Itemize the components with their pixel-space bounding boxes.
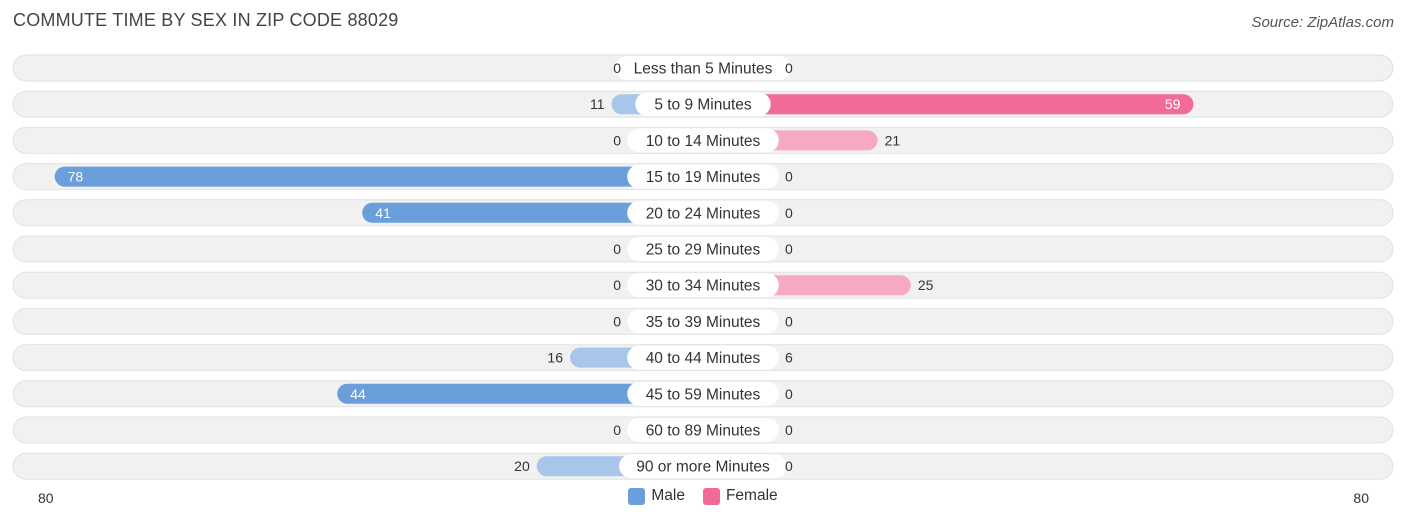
axis-label-right: 80 <box>1353 490 1369 506</box>
category-pill <box>627 381 779 406</box>
female-value-label: 0 <box>785 313 793 329</box>
male-value-label: 0 <box>613 132 621 148</box>
female-value-label: 25 <box>918 277 934 293</box>
female-value-label: 0 <box>785 169 793 185</box>
female-value-label: 6 <box>785 350 793 366</box>
category-label: 25 to 29 Minutes <box>646 242 761 259</box>
category-label: 60 to 89 Minutes <box>646 423 761 440</box>
chart-title: COMMUTE TIME BY SEX IN ZIP CODE 88029 <box>13 10 399 30</box>
category-pill <box>627 345 779 370</box>
female-value-label: 0 <box>785 205 793 221</box>
legend-label-female: Female <box>725 487 778 504</box>
male-value-label: 44 <box>350 386 366 402</box>
male-value-label: 16 <box>547 350 563 366</box>
category-label: 30 to 34 Minutes <box>646 278 761 295</box>
legend-item-female[interactable]: Female <box>702 487 778 505</box>
category-pill <box>635 92 771 117</box>
category-pill <box>627 164 779 189</box>
category-label: 35 to 39 Minutes <box>646 314 761 331</box>
category-pill <box>627 309 779 334</box>
category-label: 90 or more Minutes <box>636 459 770 476</box>
category-label: 10 to 14 Minutes <box>646 133 761 150</box>
female-bar <box>703 94 1194 115</box>
category-label: 20 to 24 Minutes <box>646 205 761 222</box>
chart-source: Source: ZipAtlas.com <box>1251 14 1394 31</box>
category-pill <box>627 128 779 153</box>
category-pill <box>627 418 779 442</box>
female-value-label: 0 <box>785 458 793 474</box>
legend: Male Female <box>0 487 1406 505</box>
category-pill <box>627 237 779 261</box>
female-value-label: 0 <box>785 386 793 402</box>
male-value-label: 41 <box>375 205 391 221</box>
male-value-label: 11 <box>590 96 605 112</box>
female-value-label: 59 <box>1165 96 1181 112</box>
legend-swatch-male <box>628 487 646 505</box>
male-value-label: 0 <box>613 313 621 329</box>
legend-item-male[interactable]: Male <box>628 487 685 505</box>
male-value-label: 20 <box>514 458 530 474</box>
male-bar <box>54 166 703 187</box>
male-value-label: 0 <box>613 60 621 76</box>
category-label: Less than 5 Minutes <box>634 61 773 78</box>
male-value-label: 78 <box>68 169 84 185</box>
category-label: 40 to 44 Minutes <box>646 350 761 367</box>
female-value-label: 0 <box>785 422 793 438</box>
male-bar <box>337 383 703 404</box>
axis-label-left: 80 <box>38 490 54 506</box>
category-label: 45 to 59 Minutes <box>646 386 761 403</box>
category-pill <box>627 273 779 298</box>
category-pill <box>619 454 787 479</box>
legend-swatch-female <box>702 487 720 505</box>
category-label: 5 to 9 Minutes <box>654 97 752 114</box>
male-value-label: 0 <box>613 422 621 438</box>
category-pill <box>615 56 791 80</box>
female-value-label: 0 <box>785 241 793 257</box>
female-value-label: 0 <box>785 60 793 76</box>
legend-label-male: Male <box>651 487 685 504</box>
female-value-label: 21 <box>885 132 901 148</box>
category-label: 15 to 19 Minutes <box>646 169 761 186</box>
category-pill <box>627 200 779 225</box>
male-value-label: 0 <box>613 241 621 257</box>
male-value-label: 0 <box>613 277 621 293</box>
male-bar <box>362 202 703 223</box>
